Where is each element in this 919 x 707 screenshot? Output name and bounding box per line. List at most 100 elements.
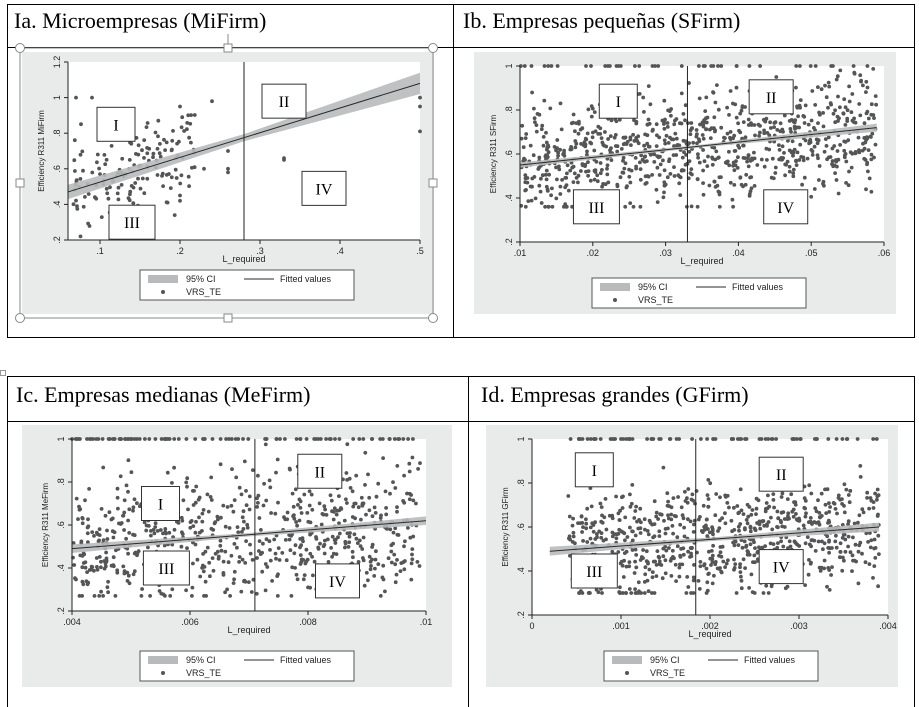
data-point [853, 120, 858, 125]
data-point [327, 437, 332, 441]
data-point [744, 172, 749, 177]
data-point [856, 520, 860, 525]
quadrant-box [572, 189, 620, 225]
data-point [644, 181, 649, 185]
data-point [787, 516, 791, 521]
resize-handle-nw [15, 43, 25, 53]
data-point [585, 152, 589, 157]
data-point [846, 519, 851, 524]
title-row-divider [7, 4, 915, 48]
data-point [546, 204, 551, 209]
data-point [596, 590, 601, 595]
data-point [833, 539, 838, 544]
data-point [226, 166, 230, 171]
table-move-handle[interactable] [0, 370, 6, 376]
data-point [410, 547, 415, 551]
data-point [727, 149, 731, 154]
data-point [865, 64, 870, 68]
data-point [546, 64, 551, 68]
data-point [645, 437, 649, 441]
chart-b[interactable]: .01.02.03.04.05.06.2.4.6.8 1 L_required Eff… [474, 52, 896, 314]
data-point [823, 137, 828, 141]
data-point [156, 118, 161, 123]
data-point [654, 144, 659, 148]
data-point [210, 556, 215, 560]
data-point [851, 535, 855, 540]
data-point [803, 583, 807, 587]
data-point [138, 186, 143, 191]
data-point [109, 517, 114, 522]
data-point [717, 204, 722, 209]
data-point [406, 526, 410, 530]
data-point [248, 551, 253, 556]
data-point [654, 563, 659, 567]
data-point [696, 152, 700, 157]
data-point [821, 111, 825, 115]
x-tick-label: .01 [514, 248, 527, 258]
data-point [262, 481, 266, 486]
data-point [803, 138, 808, 143]
data-point [586, 173, 590, 178]
data-point [809, 538, 814, 543]
data-point [835, 511, 839, 516]
data-point [872, 116, 876, 120]
data-point [707, 549, 711, 554]
data-point [866, 169, 870, 174]
data-point [263, 562, 268, 566]
data-point [191, 503, 196, 507]
data-point [738, 175, 743, 180]
data-point [736, 437, 740, 441]
data-point [755, 163, 760, 167]
data-point [245, 522, 250, 527]
data-point [112, 530, 117, 535]
data-point [838, 550, 843, 554]
data-point [782, 151, 786, 155]
data-point [145, 121, 150, 125]
data-point [97, 555, 102, 559]
data-point [276, 500, 280, 505]
data-point [182, 129, 187, 133]
data-point [746, 514, 751, 519]
data-point [651, 535, 655, 540]
data-point [686, 517, 690, 522]
data-point [842, 482, 847, 487]
data-point [565, 171, 569, 176]
data-point [622, 166, 627, 171]
data-point [73, 169, 77, 173]
data-point [142, 191, 147, 196]
data-point [555, 138, 560, 142]
data-point [383, 589, 387, 594]
data-point [89, 564, 94, 569]
data-point [736, 121, 740, 126]
data-point [620, 506, 625, 510]
data-point [580, 530, 584, 534]
data-point [652, 152, 657, 157]
data-point [207, 560, 212, 565]
data-point [812, 126, 816, 130]
data-point [616, 64, 621, 68]
data-point [406, 437, 410, 441]
chart-a-svg: .1.2.3.4.5.2.4.6.811.2L_requiredEfficien… [37, 56, 424, 301]
data-point [293, 566, 297, 570]
data-point [117, 521, 121, 526]
data-point [815, 141, 820, 146]
data-point [190, 585, 195, 590]
data-point [623, 204, 628, 209]
chart-a[interactable]: .1.2.3.4.5.2.4.6.8 1 1.2 L_required Efficien… [22, 52, 434, 314]
data-point [380, 437, 385, 441]
data-point [646, 84, 651, 88]
x-tick-label: .1 [96, 246, 104, 256]
data-point [695, 141, 699, 146]
data-point [774, 437, 778, 441]
data-point [77, 594, 82, 598]
data-point [732, 557, 736, 562]
data-point [769, 126, 773, 130]
data-point [318, 541, 322, 546]
data-point [701, 181, 705, 186]
data-point [798, 64, 802, 68]
data-point [194, 484, 199, 489]
data-point [646, 144, 651, 149]
data-point [691, 140, 696, 145]
panel-d-title: Id. Empresas grandes (GFirm) [481, 382, 749, 407]
